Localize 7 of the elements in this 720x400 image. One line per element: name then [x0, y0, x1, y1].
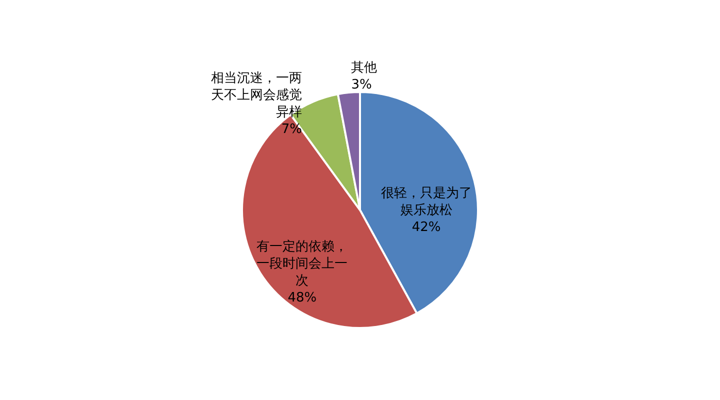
slice-label: 很轻，只是为了娱乐放松: [380, 186, 472, 218]
data-label: 3%: [351, 78, 372, 93]
slice-label: 有一定的依赖，一段时间会上一次: [256, 240, 348, 289]
data-label: 48%: [288, 290, 317, 306]
data-label: 7%: [281, 122, 302, 138]
data-label: 42%: [412, 220, 441, 235]
slice-label: 其他: [351, 60, 378, 76]
